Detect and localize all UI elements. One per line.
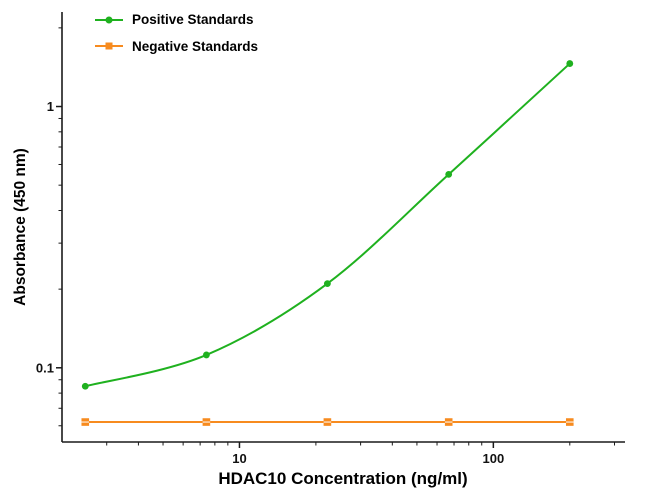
positive-standards-swatch bbox=[95, 15, 123, 25]
legend-item-negative-standards: Negative Standards bbox=[95, 38, 259, 54]
positive-standards-marker bbox=[323, 280, 331, 288]
legend-item-positive-standards: Positive Standards bbox=[95, 13, 258, 27]
legend-label-negative-standards: Negative Standards bbox=[132, 38, 259, 54]
negative-standards-swatch bbox=[95, 41, 123, 51]
positive-standards-line bbox=[85, 62, 571, 388]
circle-marker-icon bbox=[105, 16, 113, 24]
y-tick-label: 1 bbox=[47, 99, 54, 114]
positive-standards-marker bbox=[81, 382, 89, 390]
square-marker-icon bbox=[105, 42, 113, 50]
positive-standards-marker bbox=[445, 170, 453, 178]
legend-label-positive-standards: Positive Standards bbox=[132, 12, 254, 27]
y-tick-label: 0.1 bbox=[36, 360, 54, 375]
x-tick-label: 100 bbox=[483, 451, 505, 466]
y-axis-title: Absorbance (450 nm) bbox=[12, 148, 29, 306]
positive-standards-marker bbox=[566, 60, 574, 67]
legend: Positive Standards Negative Standards bbox=[95, 13, 258, 53]
positive-standards-marker bbox=[203, 351, 210, 359]
x-axis-title: HDAC10 Concentration (ng/ml) bbox=[218, 469, 468, 488]
x-tick-label: 10 bbox=[232, 451, 246, 466]
